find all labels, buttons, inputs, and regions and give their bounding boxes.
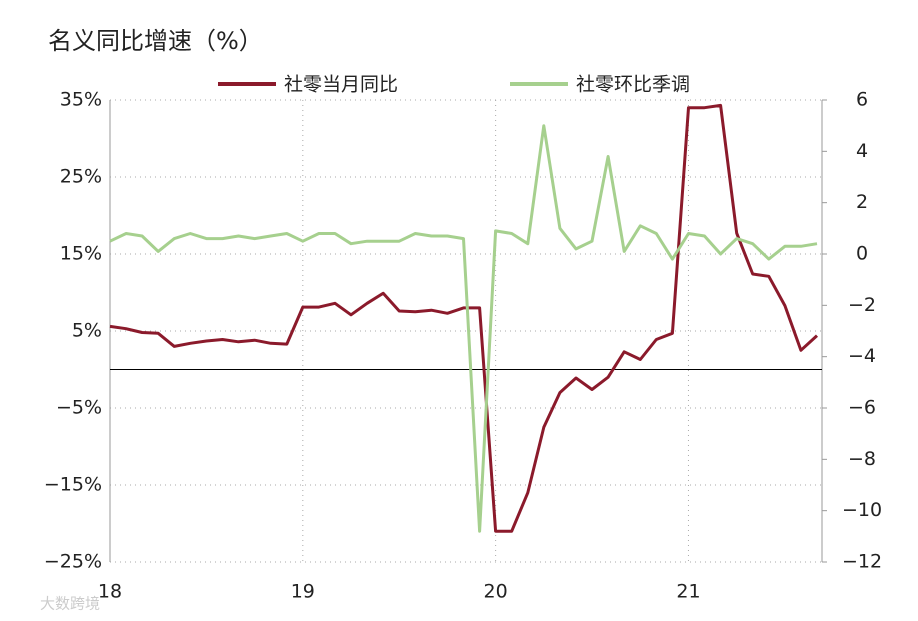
y-tick-label: −25% bbox=[44, 551, 102, 573]
y2-tick-label: −10 bbox=[842, 499, 882, 521]
chart-title: 名义同比增速（%） bbox=[48, 27, 263, 55]
y-tick-label: 25% bbox=[60, 166, 102, 188]
y2-tick-label: 6 bbox=[856, 89, 868, 111]
x-tick-label: 20 bbox=[484, 581, 508, 603]
y2-tick-label: −4 bbox=[848, 345, 876, 367]
legend-label: 社零当月同比 bbox=[284, 74, 398, 96]
y-tick-label: 15% bbox=[60, 243, 102, 265]
series-line bbox=[109, 103, 819, 533]
y-tick-label: 5% bbox=[72, 320, 102, 342]
legend-label: 社零环比季调 bbox=[576, 74, 690, 96]
x-tick-label: 18 bbox=[98, 581, 122, 603]
y2-tick-label: −8 bbox=[848, 448, 876, 470]
x-tick-label: 19 bbox=[291, 581, 315, 603]
y2-tick-label: −6 bbox=[848, 397, 876, 419]
y2-tick-label: −12 bbox=[842, 551, 882, 573]
y-tick-label: −5% bbox=[56, 397, 102, 419]
y2-tick-label: 0 bbox=[856, 243, 868, 265]
y-tick-label: −15% bbox=[44, 474, 102, 496]
watermark: 大数跨境 bbox=[40, 595, 100, 613]
y-tick-label: 35% bbox=[60, 89, 102, 111]
y2-tick-label: 4 bbox=[856, 140, 868, 162]
series-line bbox=[109, 124, 818, 533]
y2-tick-label: 2 bbox=[856, 191, 868, 213]
y2-tick-label: −2 bbox=[848, 294, 876, 316]
x-tick-label: 21 bbox=[676, 581, 700, 603]
